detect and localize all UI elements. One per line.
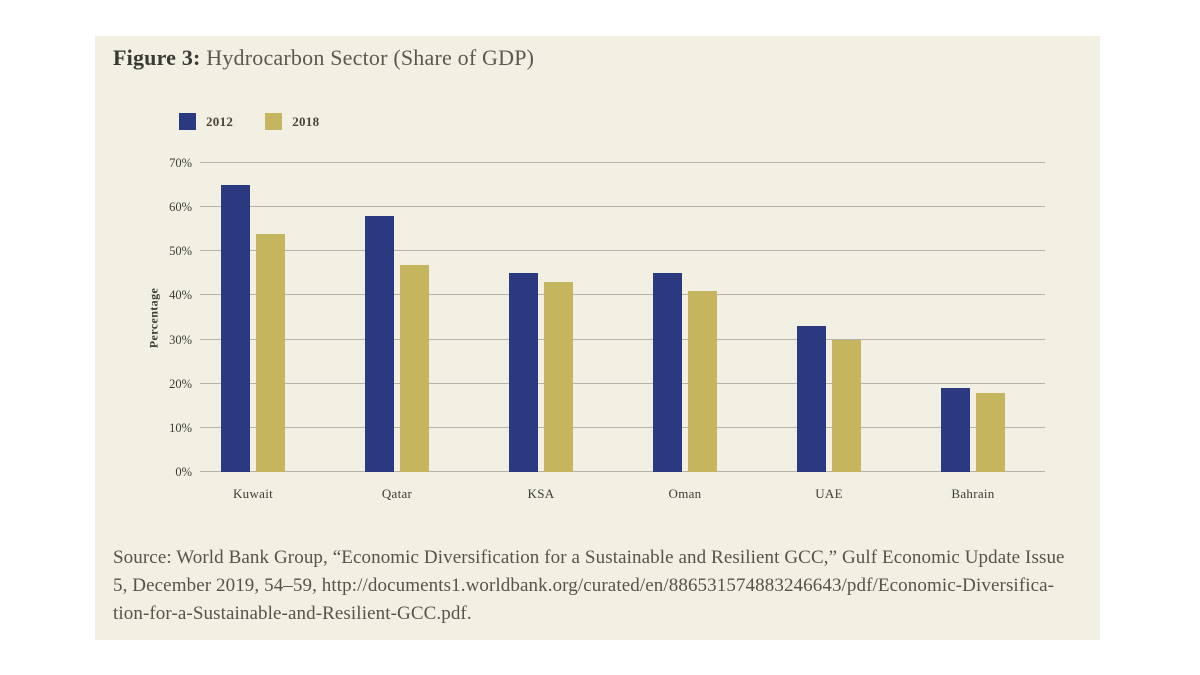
bar-2012-kuwait <box>221 185 250 472</box>
y-tick-20: 20% <box>169 377 192 391</box>
bar-2012-oman <box>653 273 682 472</box>
figure-title-text: Hydrocarbon Sector (Share of GDP) <box>200 45 535 70</box>
source-line-3: tion-for-a-Sustainable-and-Resilient-GCC… <box>113 603 472 624</box>
gridline-40 <box>200 294 1045 295</box>
gridline-60 <box>200 206 1045 207</box>
bar-2018-kuwait <box>256 234 285 472</box>
source-note: Source: World Bank Group, “Economic Dive… <box>113 544 1065 628</box>
legend-swatch-2018 <box>265 113 283 130</box>
y-tick-60: 60% <box>169 200 192 214</box>
x-label-oman: Oman <box>668 486 702 501</box>
gridline-50 <box>200 250 1045 251</box>
legend-item-2018: 2018 <box>265 113 319 130</box>
bar-chart-plot-area: Percentage 0% 10% 20% 30% 40% 50% 60% 70% Kuwait… <box>147 156 1045 501</box>
bar-2018-oman <box>688 291 717 472</box>
gridline-20 <box>200 383 1045 384</box>
y-tick-30: 30% <box>169 333 192 347</box>
legend-swatch-2012 <box>179 113 196 130</box>
legend-item-2012: 2012 <box>179 113 233 130</box>
y-tick-10: 10% <box>169 421 192 435</box>
gridline-0 <box>200 471 1045 472</box>
x-label-uae: UAE <box>815 486 843 501</box>
bar-2018-ksa <box>544 282 573 472</box>
bar-2018-qatar <box>400 265 429 472</box>
gridline-30 <box>200 339 1045 340</box>
x-label-ksa: KSA <box>527 486 555 501</box>
source-line-1: Source: World Bank Group, “Economic Dive… <box>113 547 1065 568</box>
x-label-kuwait: Kuwait <box>232 486 274 501</box>
x-label-qatar: Qatar <box>381 486 413 501</box>
bar-2012-qatar <box>365 216 394 472</box>
y-tick-40: 40% <box>169 288 192 302</box>
y-tick-0: 0% <box>175 465 192 479</box>
bar-2012-ksa <box>509 273 538 472</box>
figure-title: Figure 3: Hydrocarbon Sector (Share of G… <box>113 45 534 71</box>
legend-label-2012: 2012 <box>206 113 234 129</box>
bar-2012-bahrain <box>941 388 970 472</box>
bar-2018-bahrain <box>976 393 1005 472</box>
x-label-bahrain: Bahrain <box>951 486 995 501</box>
gridline-10 <box>200 427 1045 428</box>
bar-2012-uae <box>797 326 826 472</box>
legend-label-2018: 2018 <box>292 113 320 129</box>
source-line-2: 5, December 2019, 54–59, http://document… <box>113 575 1055 596</box>
chart-legend: 2012 2018 <box>179 113 319 130</box>
figure-panel: Figure 3: Hydrocarbon Sector (Share of G… <box>95 36 1100 640</box>
y-tick-70: 70% <box>169 156 192 170</box>
figure-number-label: Figure 3: <box>113 45 201 70</box>
gridline-70 <box>200 162 1045 163</box>
y-tick-50: 50% <box>169 244 192 258</box>
bar-2018-uae <box>832 340 861 472</box>
